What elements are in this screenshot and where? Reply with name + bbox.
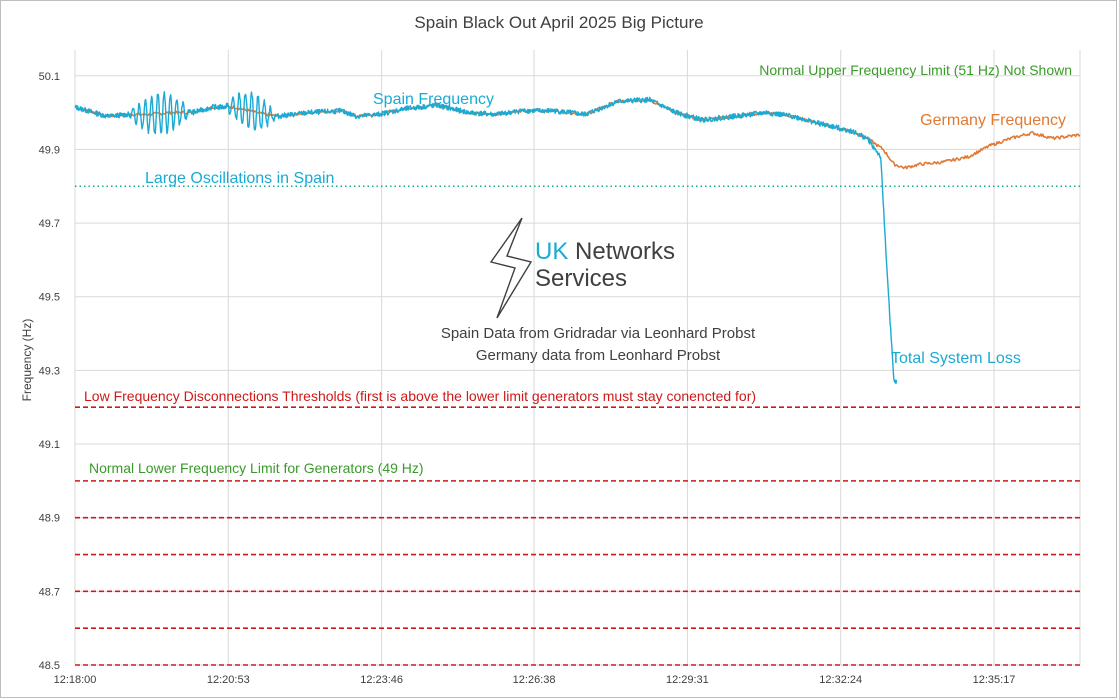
annotation-spain-frequency: Spain Frequency (373, 91, 494, 108)
x-tick-label: 12:23:46 (360, 674, 403, 686)
x-tick-label: 12:18:00 (54, 674, 97, 686)
grid-layer (74, 50, 1081, 666)
x-tick-label: 12:35:17 (973, 674, 1016, 686)
x-tick-label: 12:20:53 (207, 674, 250, 686)
y-tick-label: 49.3 (39, 365, 60, 377)
annotation-total-system-loss: Total System Loss (891, 350, 1021, 367)
y-tick-label: 48.7 (39, 586, 60, 598)
logo-word-uk: UK (535, 238, 568, 265)
annotation-large-oscillations: Large Oscillations in Spain (145, 170, 334, 187)
source-credit-germany: Germany data from Leonhard Probst (476, 347, 721, 364)
logo-word-services: Services (535, 265, 627, 292)
y-tick-label: 49.5 (39, 292, 60, 304)
x-tick-label: 12:26:38 (513, 674, 556, 686)
reference-lines (75, 185, 1080, 666)
y-tick-label: 49.9 (39, 144, 60, 156)
annotation-lower-limit: Normal Lower Frequency Limit for Generat… (89, 460, 424, 476)
logo-word-networks: Networks (575, 238, 675, 265)
annotation-low-frequency-thresholds: Low Frequency Disconnections Thresholds … (84, 388, 756, 404)
y-tick-label: 48.9 (39, 513, 60, 525)
source-credit-spain: Spain Data from Gridradar via Leonhard P… (441, 325, 756, 342)
x-tick-label: 12:32:24 (819, 674, 862, 686)
germany-frequency-line (74, 98, 1081, 170)
uk-networks-services-logo: UK Networks Services (489, 217, 675, 319)
series-layer (74, 91, 1081, 385)
spain-frequency-line (74, 91, 898, 385)
annotation-upper-limit: Normal Upper Frequency Limit (51 Hz) Not… (759, 62, 1072, 78)
svg-text:UK Networks: UK Networks (535, 238, 675, 265)
tick-labels: 50.1 49.9 49.7 49.5 49.3 49.1 48.9 48.7 48.5 12:1… (39, 71, 1016, 686)
lightning-bolt-icon (489, 217, 533, 319)
chart-title: Spain Black Out April 2025 Big Picture (414, 13, 703, 32)
y-tick-label: 48.5 (39, 660, 60, 672)
y-tick-label: 49.1 (39, 439, 60, 451)
y-tick-label: 50.1 (39, 71, 60, 83)
y-axis-label: Frequency (Hz) (20, 319, 34, 402)
y-tick-label: 49.7 (39, 218, 60, 230)
annotation-germany-frequency: Germany Frequency (920, 112, 1066, 129)
x-tick-label: 12:29:31 (666, 674, 709, 686)
